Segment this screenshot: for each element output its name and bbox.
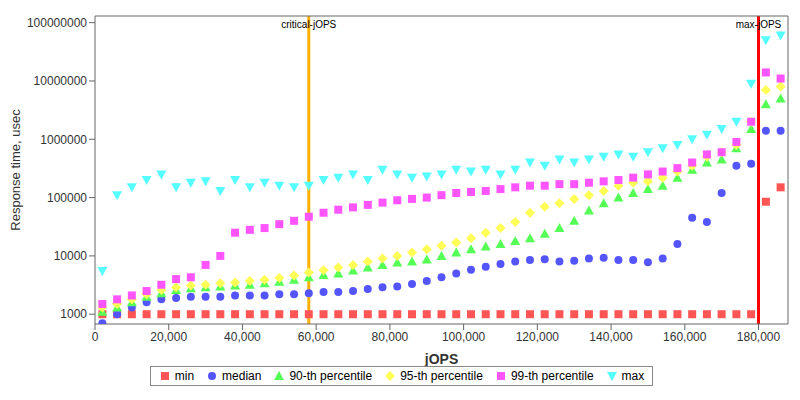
svg-text:1000: 1000: [60, 307, 87, 321]
svg-text:max-jOPS: max-jOPS: [736, 19, 782, 30]
svg-text:1000000: 1000000: [40, 133, 87, 147]
svg-text:100000000: 100000000: [27, 16, 87, 30]
svg-text:120,000: 120,000: [516, 330, 560, 344]
svg-text:160,000: 160,000: [663, 330, 707, 344]
svg-text:Response time, usec: Response time, usec: [8, 109, 23, 231]
svg-text:40,000: 40,000: [224, 330, 261, 344]
svg-text:100000: 100000: [47, 191, 87, 205]
svg-text:80,000: 80,000: [372, 330, 409, 344]
svg-text:critical-jOPS: critical-jOPS: [281, 19, 336, 30]
html-text:99-th percentile: 99-th percentile: [510, 369, 594, 383]
html-text:max: max: [621, 369, 645, 383]
html-text:median: median: [222, 369, 262, 383]
svg-text:140,000: 140,000: [589, 330, 633, 344]
svg-text:0: 0: [92, 330, 99, 344]
html-text:90-th percentile: 90-th percentile: [289, 369, 373, 383]
svg-text:180,000: 180,000: [737, 330, 781, 344]
html-text:95-th percentile: 95-th percentile: [400, 369, 483, 383]
svg-text:100,000: 100,000: [442, 330, 486, 344]
svg-text:jOPS: jOPS: [424, 351, 458, 367]
svg-text:10000000: 10000000: [34, 74, 88, 88]
svg-text:60,000: 60,000: [298, 330, 335, 344]
svg-text:20,000: 20,000: [150, 330, 187, 344]
html-text:min: min: [174, 369, 195, 383]
svg-text:10000: 10000: [54, 249, 88, 263]
